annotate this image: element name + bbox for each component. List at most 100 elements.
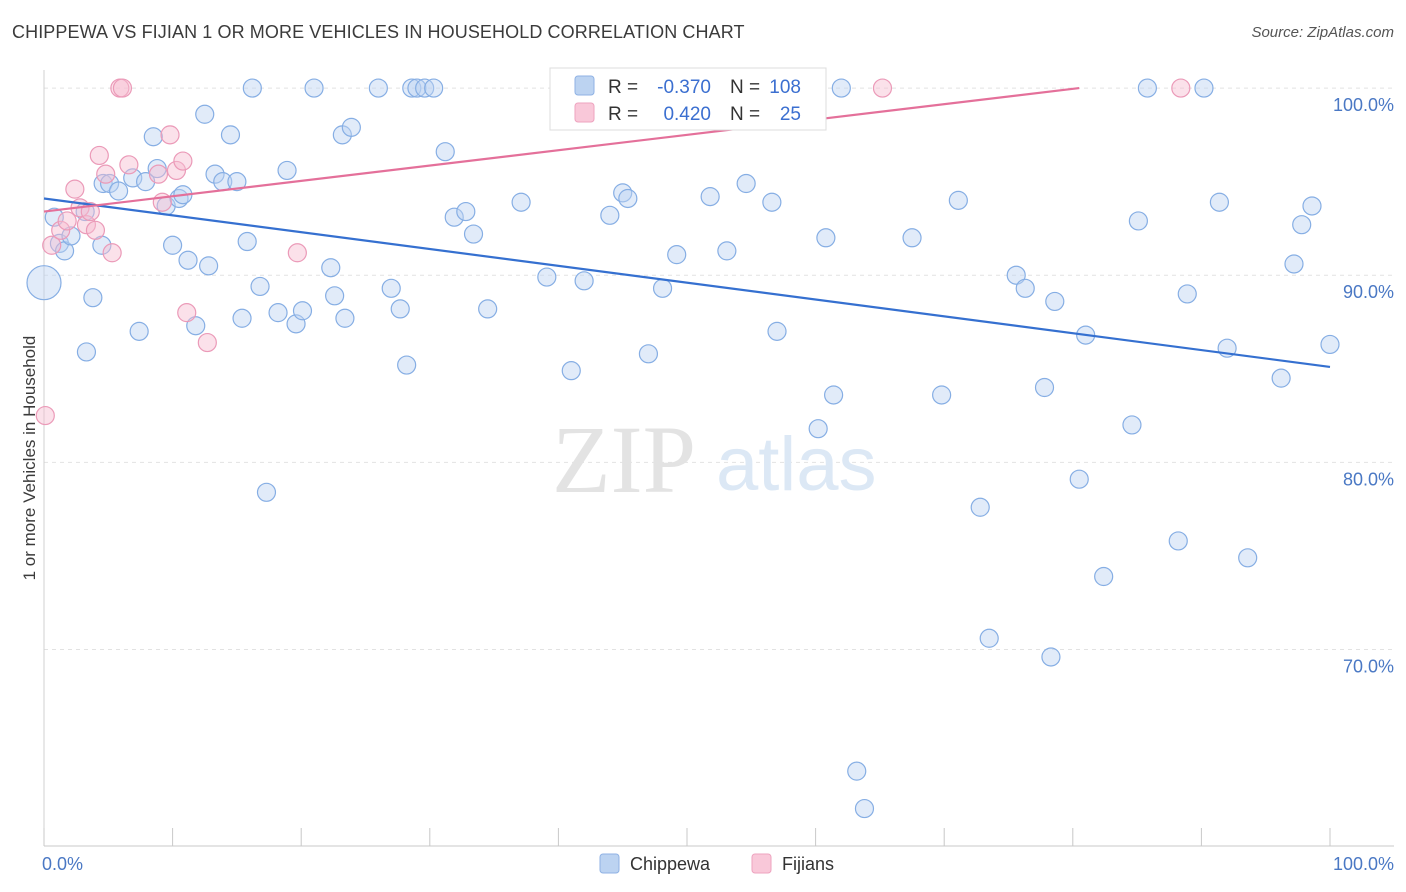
point-chippewa xyxy=(1284,254,1304,274)
watermark-atlas: atlas xyxy=(716,422,877,507)
legend-r-label-fijians: R = xyxy=(608,104,638,125)
point-chippewa xyxy=(108,181,129,201)
point-chippewa xyxy=(199,256,219,276)
point-chippewa xyxy=(600,205,620,225)
point-chippewa xyxy=(762,192,782,212)
point-fijians xyxy=(102,243,122,263)
point-chippewa xyxy=(250,276,270,297)
x-tick-label-min: 0.0% xyxy=(42,854,83,874)
point-fijians xyxy=(57,211,77,231)
point-chippewa xyxy=(736,173,756,194)
y-axis-label: 1 or more Vehicles in Household xyxy=(20,336,39,581)
point-chippewa xyxy=(341,117,361,137)
point-chippewa xyxy=(979,628,999,648)
watermark-zip: ZIP xyxy=(552,406,696,513)
point-chippewa xyxy=(478,299,498,319)
point-fijians xyxy=(148,164,169,184)
point-chippewa xyxy=(1302,196,1322,216)
point-fijians xyxy=(1171,78,1191,98)
point-chippewa xyxy=(26,265,62,301)
point-fijians xyxy=(35,405,55,426)
point-chippewa xyxy=(767,321,787,341)
point-chippewa xyxy=(511,192,531,212)
y-tick-labels: 70.0% 80.0% 90.0% 100.0% xyxy=(1333,95,1394,676)
chart-title: CHIPPEWA VS FIJIAN 1 OR MORE VEHICLES IN… xyxy=(12,22,745,42)
point-chippewa xyxy=(195,104,215,124)
point-fijians xyxy=(173,151,193,171)
point-chippewa xyxy=(1069,469,1089,489)
point-fijians xyxy=(112,78,133,98)
point-chippewa xyxy=(847,761,867,781)
point-fijians xyxy=(197,332,217,353)
point-chippewa xyxy=(256,482,277,502)
point-chippewa xyxy=(268,303,288,323)
point-chippewa xyxy=(854,798,875,819)
trend-line-chippewa xyxy=(43,197,1331,369)
point-chippewa xyxy=(292,301,313,321)
point-chippewa xyxy=(1271,368,1291,388)
point-chippewa xyxy=(335,308,355,328)
bottom-legend: Chippewa Fijians xyxy=(599,853,834,874)
series-chippewa-points xyxy=(26,78,1340,819)
point-fijians xyxy=(872,78,893,98)
point-chippewa xyxy=(1137,78,1157,98)
point-chippewa xyxy=(407,78,427,98)
point-chippewa xyxy=(143,127,163,147)
point-chippewa xyxy=(1320,334,1340,355)
point-chippewa xyxy=(381,278,401,298)
point-fijians xyxy=(119,155,139,175)
point-chippewa xyxy=(424,78,444,98)
point-fijians xyxy=(65,179,85,199)
y-tick-label: 80.0% xyxy=(1343,469,1394,489)
legend-swatch-fijians xyxy=(574,102,595,123)
point-chippewa xyxy=(700,187,720,207)
bottom-legend-swatch-chippewa xyxy=(599,853,620,874)
point-chippewa xyxy=(1177,284,1197,304)
point-chippewa xyxy=(463,224,484,244)
point-fijians xyxy=(42,235,62,255)
x-ticks xyxy=(43,828,1331,846)
bottom-legend-label-fijians: Fijians xyxy=(782,854,834,874)
legend-swatch-chippewa xyxy=(574,75,595,96)
point-chippewa xyxy=(304,78,324,98)
point-fijians xyxy=(85,220,106,240)
point-chippewa xyxy=(638,344,659,364)
point-chippewa xyxy=(537,267,557,287)
point-fijians xyxy=(166,160,187,181)
point-chippewa xyxy=(808,419,828,439)
point-chippewa xyxy=(613,183,633,203)
point-fijians xyxy=(51,220,71,240)
point-chippewa xyxy=(390,299,410,319)
point-chippewa xyxy=(948,190,968,210)
point-chippewa xyxy=(83,288,103,308)
point-chippewa xyxy=(1045,291,1065,312)
point-fijians xyxy=(160,125,180,145)
legend-box: R = -0.370 N = 108 R = 0.420 N = 25 xyxy=(549,67,827,131)
point-chippewa xyxy=(1094,566,1114,587)
point-chippewa xyxy=(652,278,673,298)
point-chippewa xyxy=(456,201,476,222)
point-chippewa xyxy=(242,78,262,98)
point-chippewa xyxy=(1034,377,1055,398)
point-fijians xyxy=(287,243,307,263)
point-chippewa xyxy=(717,241,737,261)
point-chippewa xyxy=(667,245,687,265)
point-chippewa xyxy=(178,250,198,270)
point-chippewa xyxy=(1015,278,1035,298)
point-chippewa xyxy=(561,361,581,381)
point-chippewa xyxy=(618,188,638,209)
point-chippewa xyxy=(1006,265,1026,285)
point-chippewa xyxy=(129,321,149,341)
point-chippewa xyxy=(824,385,844,405)
legend-r-label-chippewa: R = xyxy=(608,77,638,98)
watermark: ZIP atlas xyxy=(552,406,877,513)
point-chippewa xyxy=(932,385,952,405)
y-tick-label: 90.0% xyxy=(1343,282,1394,302)
point-chippewa xyxy=(368,78,388,98)
point-chippewa xyxy=(61,226,81,246)
point-chippewa xyxy=(237,231,257,252)
point-chippewa xyxy=(1168,531,1188,551)
trend-line-fijians xyxy=(43,86,1080,213)
point-chippewa xyxy=(186,316,206,336)
